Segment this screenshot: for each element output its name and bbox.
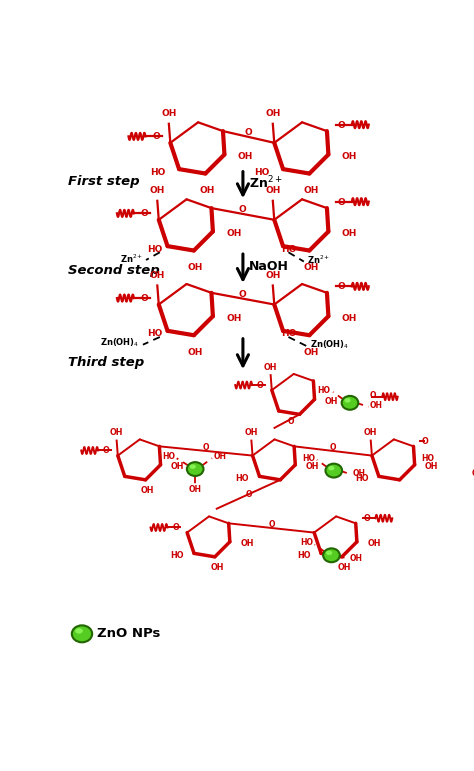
Text: OH: OH	[425, 462, 438, 471]
Text: OH: OH	[342, 314, 357, 323]
Text: O: O	[257, 381, 264, 390]
Text: OH: OH	[188, 263, 203, 272]
Text: OH: OH	[342, 153, 357, 161]
Text: OH: OH	[352, 470, 365, 478]
Text: OH: OH	[303, 263, 319, 272]
Text: O: O	[203, 443, 209, 452]
Ellipse shape	[326, 550, 332, 555]
Text: HO: HO	[300, 538, 313, 547]
Text: OH: OH	[325, 397, 338, 406]
Ellipse shape	[326, 463, 342, 477]
Text: OH: OH	[189, 484, 201, 493]
Text: OH: OH	[141, 486, 155, 495]
Text: OH: OH	[265, 186, 281, 195]
Text: OH: OH	[188, 348, 203, 357]
Text: O: O	[245, 490, 252, 499]
Text: OH: OH	[237, 153, 253, 161]
Text: HO: HO	[281, 244, 296, 254]
Text: HO: HO	[302, 454, 315, 463]
Text: ZnO NPs: ZnO NPs	[97, 628, 161, 641]
Text: O: O	[239, 205, 247, 214]
Text: O: O	[245, 128, 253, 136]
Text: Zn$^{2+}$: Zn$^{2+}$	[307, 254, 330, 266]
Text: OH: OH	[161, 109, 176, 118]
Text: O: O	[364, 514, 371, 524]
Ellipse shape	[342, 396, 358, 409]
Text: HO: HO	[236, 474, 249, 483]
Text: O: O	[337, 121, 345, 130]
Text: OH: OH	[245, 428, 258, 437]
Text: OH: OH	[303, 186, 319, 195]
Text: HO: HO	[151, 167, 166, 177]
Text: OH: OH	[199, 186, 215, 195]
Ellipse shape	[345, 398, 351, 402]
Text: HO: HO	[355, 474, 368, 483]
Text: OH: OH	[364, 428, 377, 437]
Text: O: O	[288, 416, 294, 426]
Text: NaOH: NaOH	[249, 260, 289, 273]
Text: O: O	[268, 520, 274, 529]
Text: First step: First step	[68, 175, 140, 188]
Text: HO: HO	[318, 386, 331, 395]
Text: OH: OH	[265, 109, 281, 118]
Text: OH: OH	[303, 348, 319, 357]
Text: Zn(OH)$_4$: Zn(OH)$_4$	[100, 337, 140, 349]
Ellipse shape	[447, 466, 454, 470]
Ellipse shape	[190, 464, 196, 469]
Text: OH: OH	[171, 462, 184, 471]
Text: O: O	[239, 290, 247, 298]
Text: OH: OH	[472, 470, 474, 478]
Text: OH: OH	[342, 229, 357, 238]
Text: OH: OH	[226, 229, 241, 238]
Ellipse shape	[72, 625, 92, 642]
Text: O: O	[337, 197, 345, 207]
Text: HO: HO	[255, 167, 270, 177]
Ellipse shape	[445, 463, 462, 477]
Ellipse shape	[187, 462, 203, 476]
Text: O: O	[152, 133, 160, 141]
Text: OH: OH	[337, 563, 351, 572]
Text: O: O	[141, 295, 148, 303]
Text: OH: OH	[264, 362, 277, 372]
Text: O: O	[337, 282, 345, 291]
Text: O: O	[330, 443, 336, 452]
Text: Zn$^{2+}$: Zn$^{2+}$	[249, 174, 283, 191]
Text: Zn$^{2+}$: Zn$^{2+}$	[119, 252, 143, 264]
Text: Zn(OH)$_4$: Zn(OH)$_4$	[310, 338, 349, 351]
Text: HO: HO	[170, 551, 183, 561]
Text: OH: OH	[370, 402, 383, 410]
Text: O: O	[421, 437, 428, 446]
Text: OH: OH	[306, 462, 319, 471]
Text: OH: OH	[214, 453, 227, 461]
Text: HO: HO	[147, 329, 163, 338]
Text: O: O	[172, 524, 179, 533]
Text: Second step: Second step	[68, 264, 160, 277]
Ellipse shape	[75, 628, 83, 634]
Text: OH: OH	[210, 563, 224, 572]
Text: HO: HO	[422, 454, 435, 463]
Ellipse shape	[323, 548, 340, 562]
Text: HO: HO	[162, 453, 175, 461]
Text: Third step: Third step	[68, 356, 145, 369]
Ellipse shape	[328, 466, 335, 470]
Text: OH: OH	[226, 314, 241, 323]
Text: O: O	[103, 446, 109, 456]
Text: HO: HO	[281, 329, 296, 338]
Text: HO: HO	[147, 244, 163, 254]
Text: HO: HO	[297, 551, 310, 561]
Text: OH: OH	[367, 539, 381, 548]
Text: OH: OH	[350, 554, 363, 563]
Text: OH: OH	[150, 271, 165, 280]
Text: O: O	[141, 210, 148, 218]
Text: O: O	[369, 391, 376, 399]
Text: OH: OH	[240, 539, 254, 548]
Text: OH: OH	[110, 428, 123, 437]
Text: OH: OH	[150, 186, 165, 195]
Text: OH: OH	[265, 271, 281, 280]
